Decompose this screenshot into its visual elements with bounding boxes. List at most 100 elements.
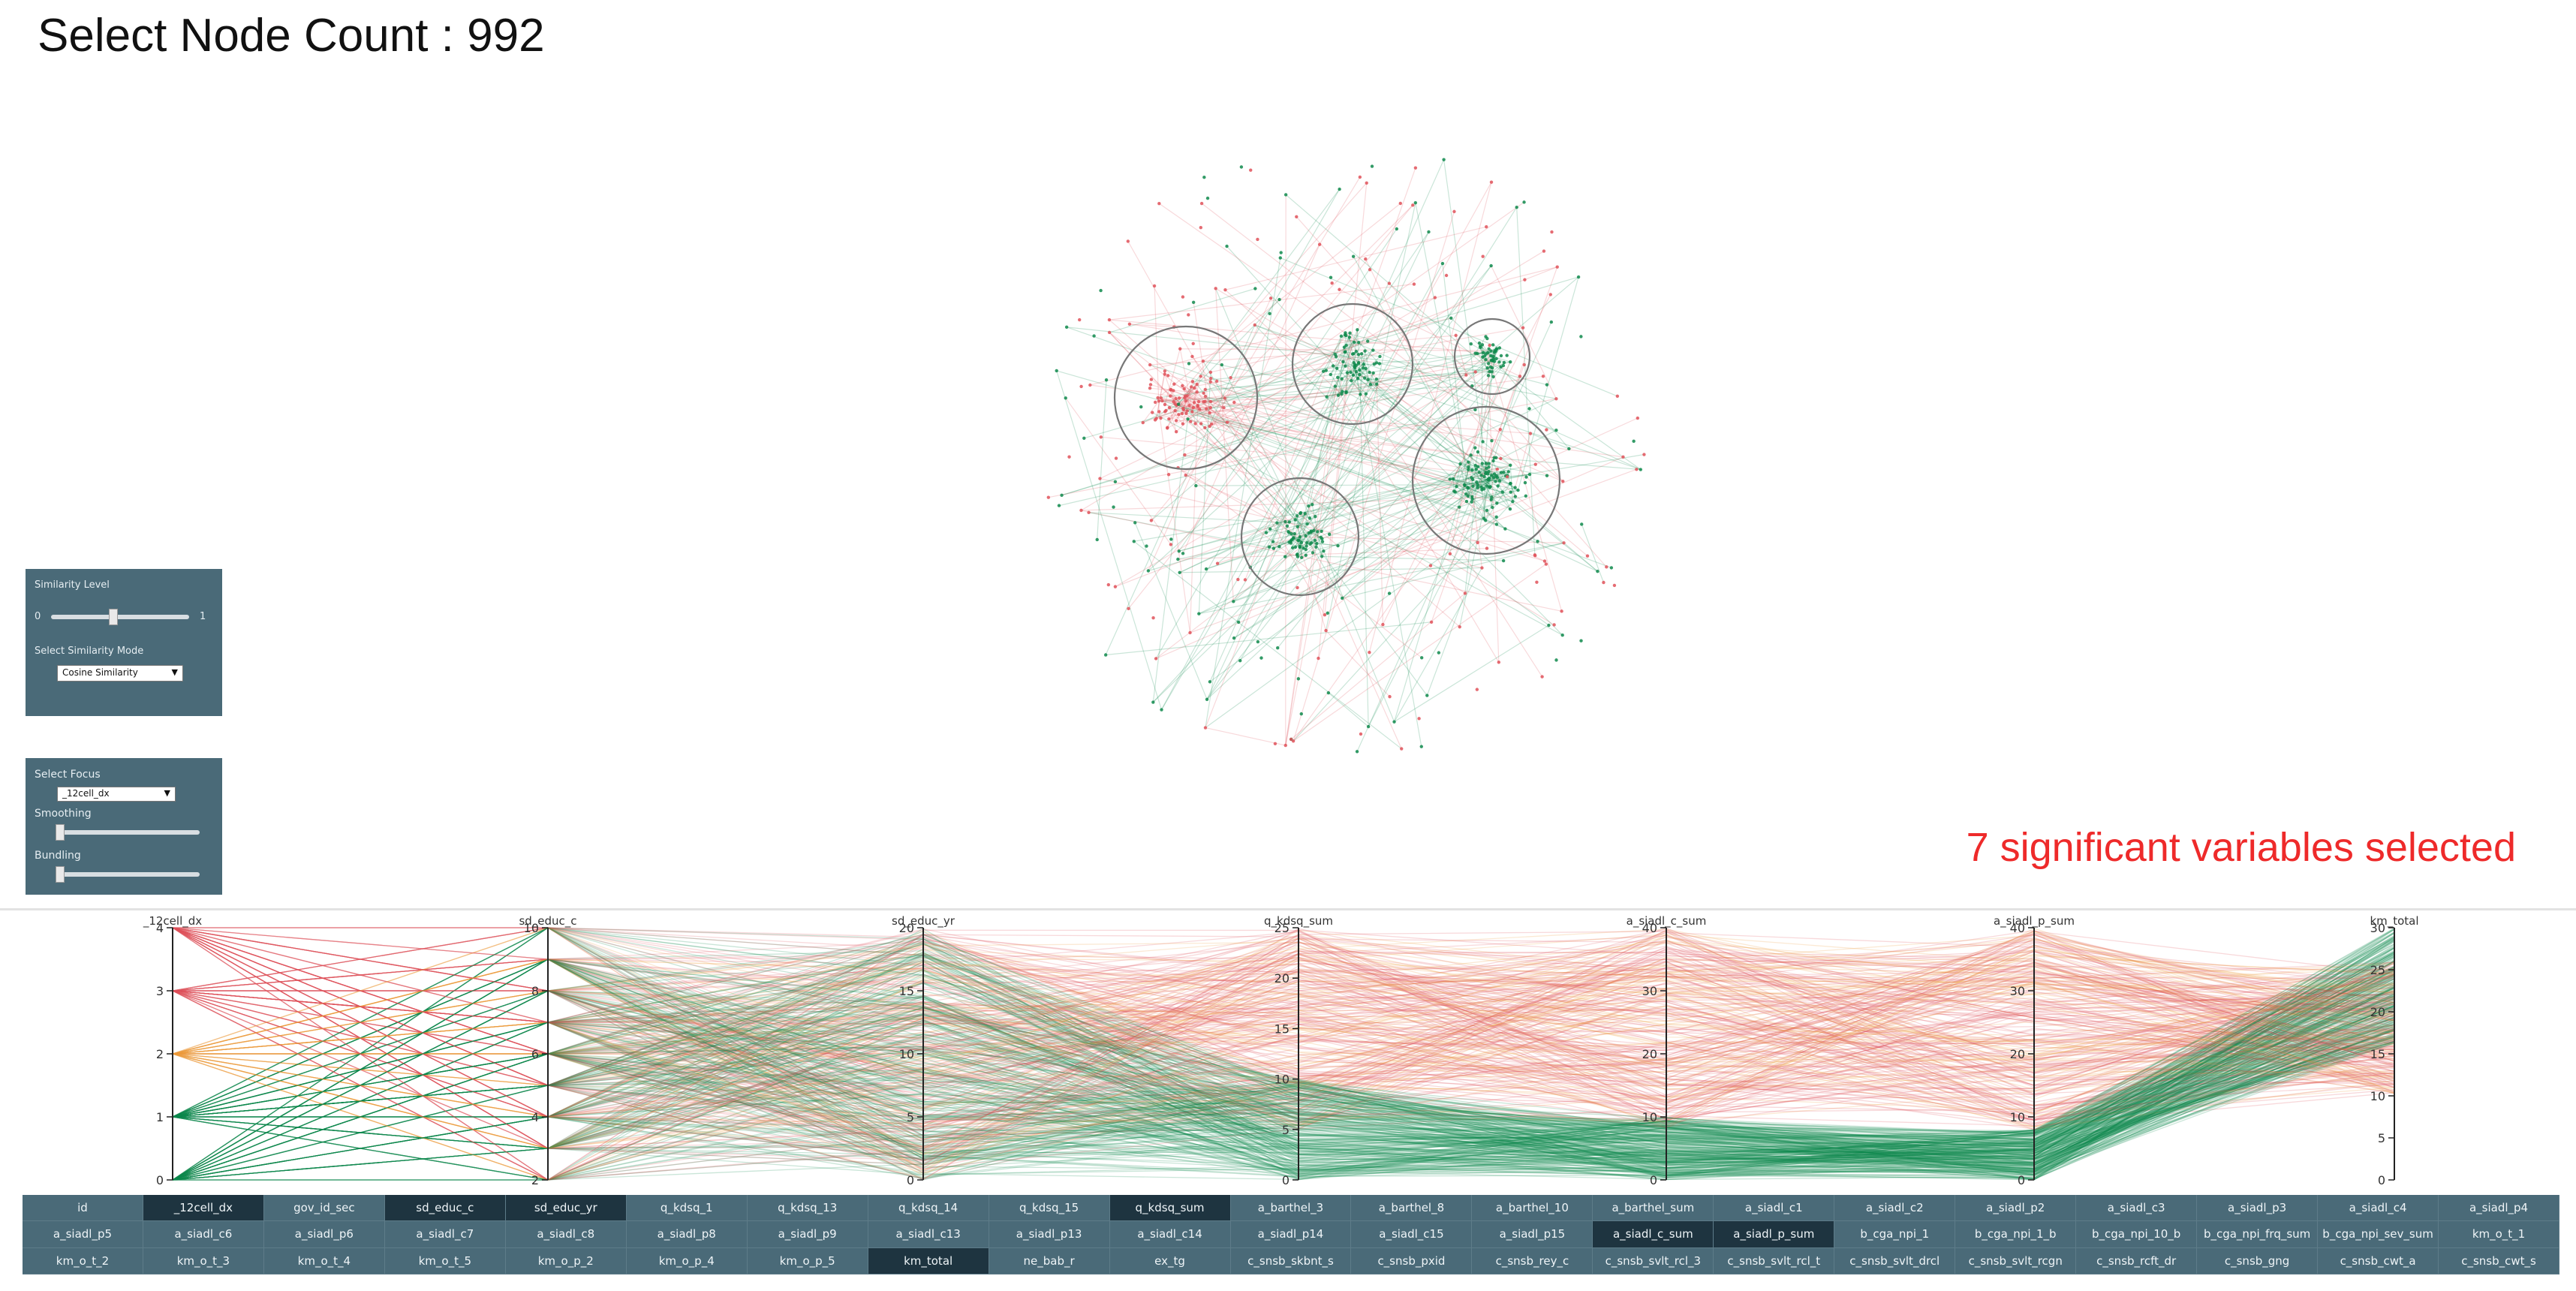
network-edge [1293,501,1513,742]
variable-cell[interactable]: gov_id_sec [263,1195,385,1222]
variable-cell[interactable]: km_o_t_3 [143,1247,264,1274]
variable-cell[interactable]: b_cga_npi_1 [1834,1221,1956,1248]
variable-cell[interactable]: a_siadl_c14 [1109,1221,1231,1248]
variable-cell[interactable]: km_o_t_4 [263,1247,385,1274]
variable-cell[interactable]: a_siadl_p2 [1955,1195,2077,1222]
variable-cell[interactable]: a_siadl_p6 [263,1221,385,1248]
variable-cell[interactable]: q_kdsq_1 [626,1195,748,1222]
variable-cell[interactable]: km_total [868,1247,989,1274]
variable-cell[interactable]: a_siadl_c15 [1351,1221,1473,1248]
variable-cell[interactable]: a_siadl_p9 [747,1221,868,1248]
variable-cell[interactable]: c_snsb_svlt_rcgn [1955,1247,2077,1274]
smoothing-slider-thumb[interactable] [55,824,65,841]
variable-cell[interactable]: b_cga_npi_10_b [2076,1221,2198,1248]
variable-cell[interactable]: a_siadl_c_sum [1593,1221,1714,1248]
network-edge [1254,324,1557,431]
variable-cell[interactable]: a_barthel_3 [1230,1195,1352,1222]
network-edge [1178,391,1343,468]
network-node [1522,200,1526,204]
variable-cell[interactable]: km_o_t_2 [23,1247,143,1274]
variable-cell[interactable]: a_siadl_p8 [626,1221,748,1248]
similarity-slider-thumb[interactable] [108,609,118,625]
network-node [1184,399,1187,403]
variable-cell[interactable]: c_snsb_svlt_rcl_t [1714,1247,1835,1274]
variable-cell[interactable]: q_kdsq_15 [989,1195,1110,1222]
variable-cell[interactable]: c_snsb_svlt_drcl [1834,1247,1956,1274]
network-node [1358,368,1362,372]
variable-cell[interactable]: km_o_t_1 [2439,1221,2559,1248]
variable-cell[interactable]: a_siadl_p13 [989,1221,1110,1248]
network-node [1499,354,1503,358]
variable-cell[interactable]: a_siadl_c1 [1714,1195,1835,1222]
variable-cell[interactable]: a_siadl_c2 [1834,1195,1956,1222]
network-node [1522,363,1526,367]
similarity-slider-track[interactable] [51,615,189,619]
network-node [1488,343,1491,348]
network-node [1579,335,1583,339]
network-edge [1470,343,1494,357]
variable-cell[interactable]: b_cga_npi_frq_sum [2197,1221,2319,1248]
variable-cell[interactable]: c_snsb_gng [2197,1247,2319,1274]
smoothing-slider-track[interactable] [57,830,200,835]
variable-cell[interactable]: a_barthel_sum [1593,1195,1714,1222]
variable-cell[interactable]: a_siadl_p15 [1472,1221,1593,1248]
network-node [1193,386,1196,390]
similarity-mode-select[interactable]: Cosine Similarity ▼ [57,665,183,682]
variable-cell[interactable]: sd_educ_c [384,1195,506,1222]
variable-cell[interactable]: a_siadl_p4 [2439,1195,2559,1222]
variable-cell[interactable]: a_barthel_10 [1472,1195,1593,1222]
variable-cell[interactable]: a_barthel_8 [1351,1195,1473,1222]
variable-cell[interactable]: c_snsb_svlt_rcl_3 [1593,1247,1714,1274]
network-edge [1368,475,1497,727]
variable-cell[interactable]: a_siadl_c13 [868,1221,989,1248]
network-node [1413,200,1418,205]
variable-cell[interactable]: c_snsb_rey_c [1472,1247,1593,1274]
network-edge [1452,479,1455,492]
variable-cell[interactable]: c_snsb_skbnt_s [1230,1247,1352,1274]
variable-cell[interactable]: a_siadl_c8 [505,1221,627,1248]
variable-cell[interactable]: a_siadl_p3 [2197,1195,2319,1222]
variable-cell[interactable]: km_o_t_5 [384,1247,506,1274]
variable-cell[interactable]: km_o_p_4 [626,1247,748,1274]
variable-cell[interactable]: a_siadl_c3 [2076,1195,2198,1222]
variable-cell[interactable]: ne_bab_r [989,1247,1110,1274]
variable-cell[interactable]: c_snsb_pxid [1351,1247,1473,1274]
variable-cell[interactable]: a_siadl_c6 [143,1221,264,1248]
variable-cell[interactable]: q_kdsq_13 [747,1195,868,1222]
focus-select[interactable]: _12cell_dx ▼ [57,787,176,802]
network-edge [1142,404,1179,423]
variable-cell[interactable]: q_kdsq_14 [868,1195,989,1222]
network-node [1489,498,1493,501]
variable-cell[interactable]: id [23,1195,143,1222]
variable-cell[interactable]: km_o_p_2 [505,1247,627,1274]
network-edge [1192,411,1497,504]
bundling-slider-track[interactable] [57,872,200,877]
network-edge [1452,294,1551,480]
network-node [1290,546,1295,549]
variable-cell[interactable]: b_cga_npi_sev_sum [2318,1221,2439,1248]
node-link-network[interactable] [976,113,1696,788]
network-node [1193,422,1197,426]
variable-cell[interactable]: ex_tg [1109,1247,1231,1274]
bundling-slider-thumb[interactable] [55,866,65,883]
network-edge [1164,348,1181,405]
network-node [1548,293,1552,296]
network-node [1475,480,1479,484]
variable-cell[interactable]: a_siadl_c7 [384,1221,506,1248]
network-node [1159,396,1163,400]
variable-cell[interactable]: b_cga_npi_1_b [1955,1221,2077,1248]
variable-cell[interactable]: a_siadl_c4 [2318,1195,2439,1222]
variable-cell[interactable]: sd_educ_yr [505,1195,627,1222]
parallel-coordinates-plot[interactable]: _12cell_dx 0 1 2 3 4 sd_educ_c 2 4 6 8 10 sd_educ_yr… [113,916,2454,1193]
variable-cell[interactable]: c_snsb_cwt_s [2439,1247,2559,1274]
variable-cell[interactable]: a_siadl_p5 [23,1221,143,1248]
variable-cell[interactable]: c_snsb_rcft_dr [2076,1247,2198,1274]
network-edge [1225,289,1342,395]
variable-cell[interactable]: q_kdsq_sum [1109,1195,1231,1222]
variable-cell[interactable]: a_siadl_p_sum [1714,1221,1835,1248]
variable-cell[interactable]: km_o_p_5 [747,1247,868,1274]
variable-cell[interactable]: c_snsb_cwt_a [2318,1247,2439,1274]
variable-cell[interactable]: _12cell_dx [143,1195,264,1222]
network-node [1183,396,1187,400]
variable-cell[interactable]: a_siadl_p14 [1230,1221,1352,1248]
